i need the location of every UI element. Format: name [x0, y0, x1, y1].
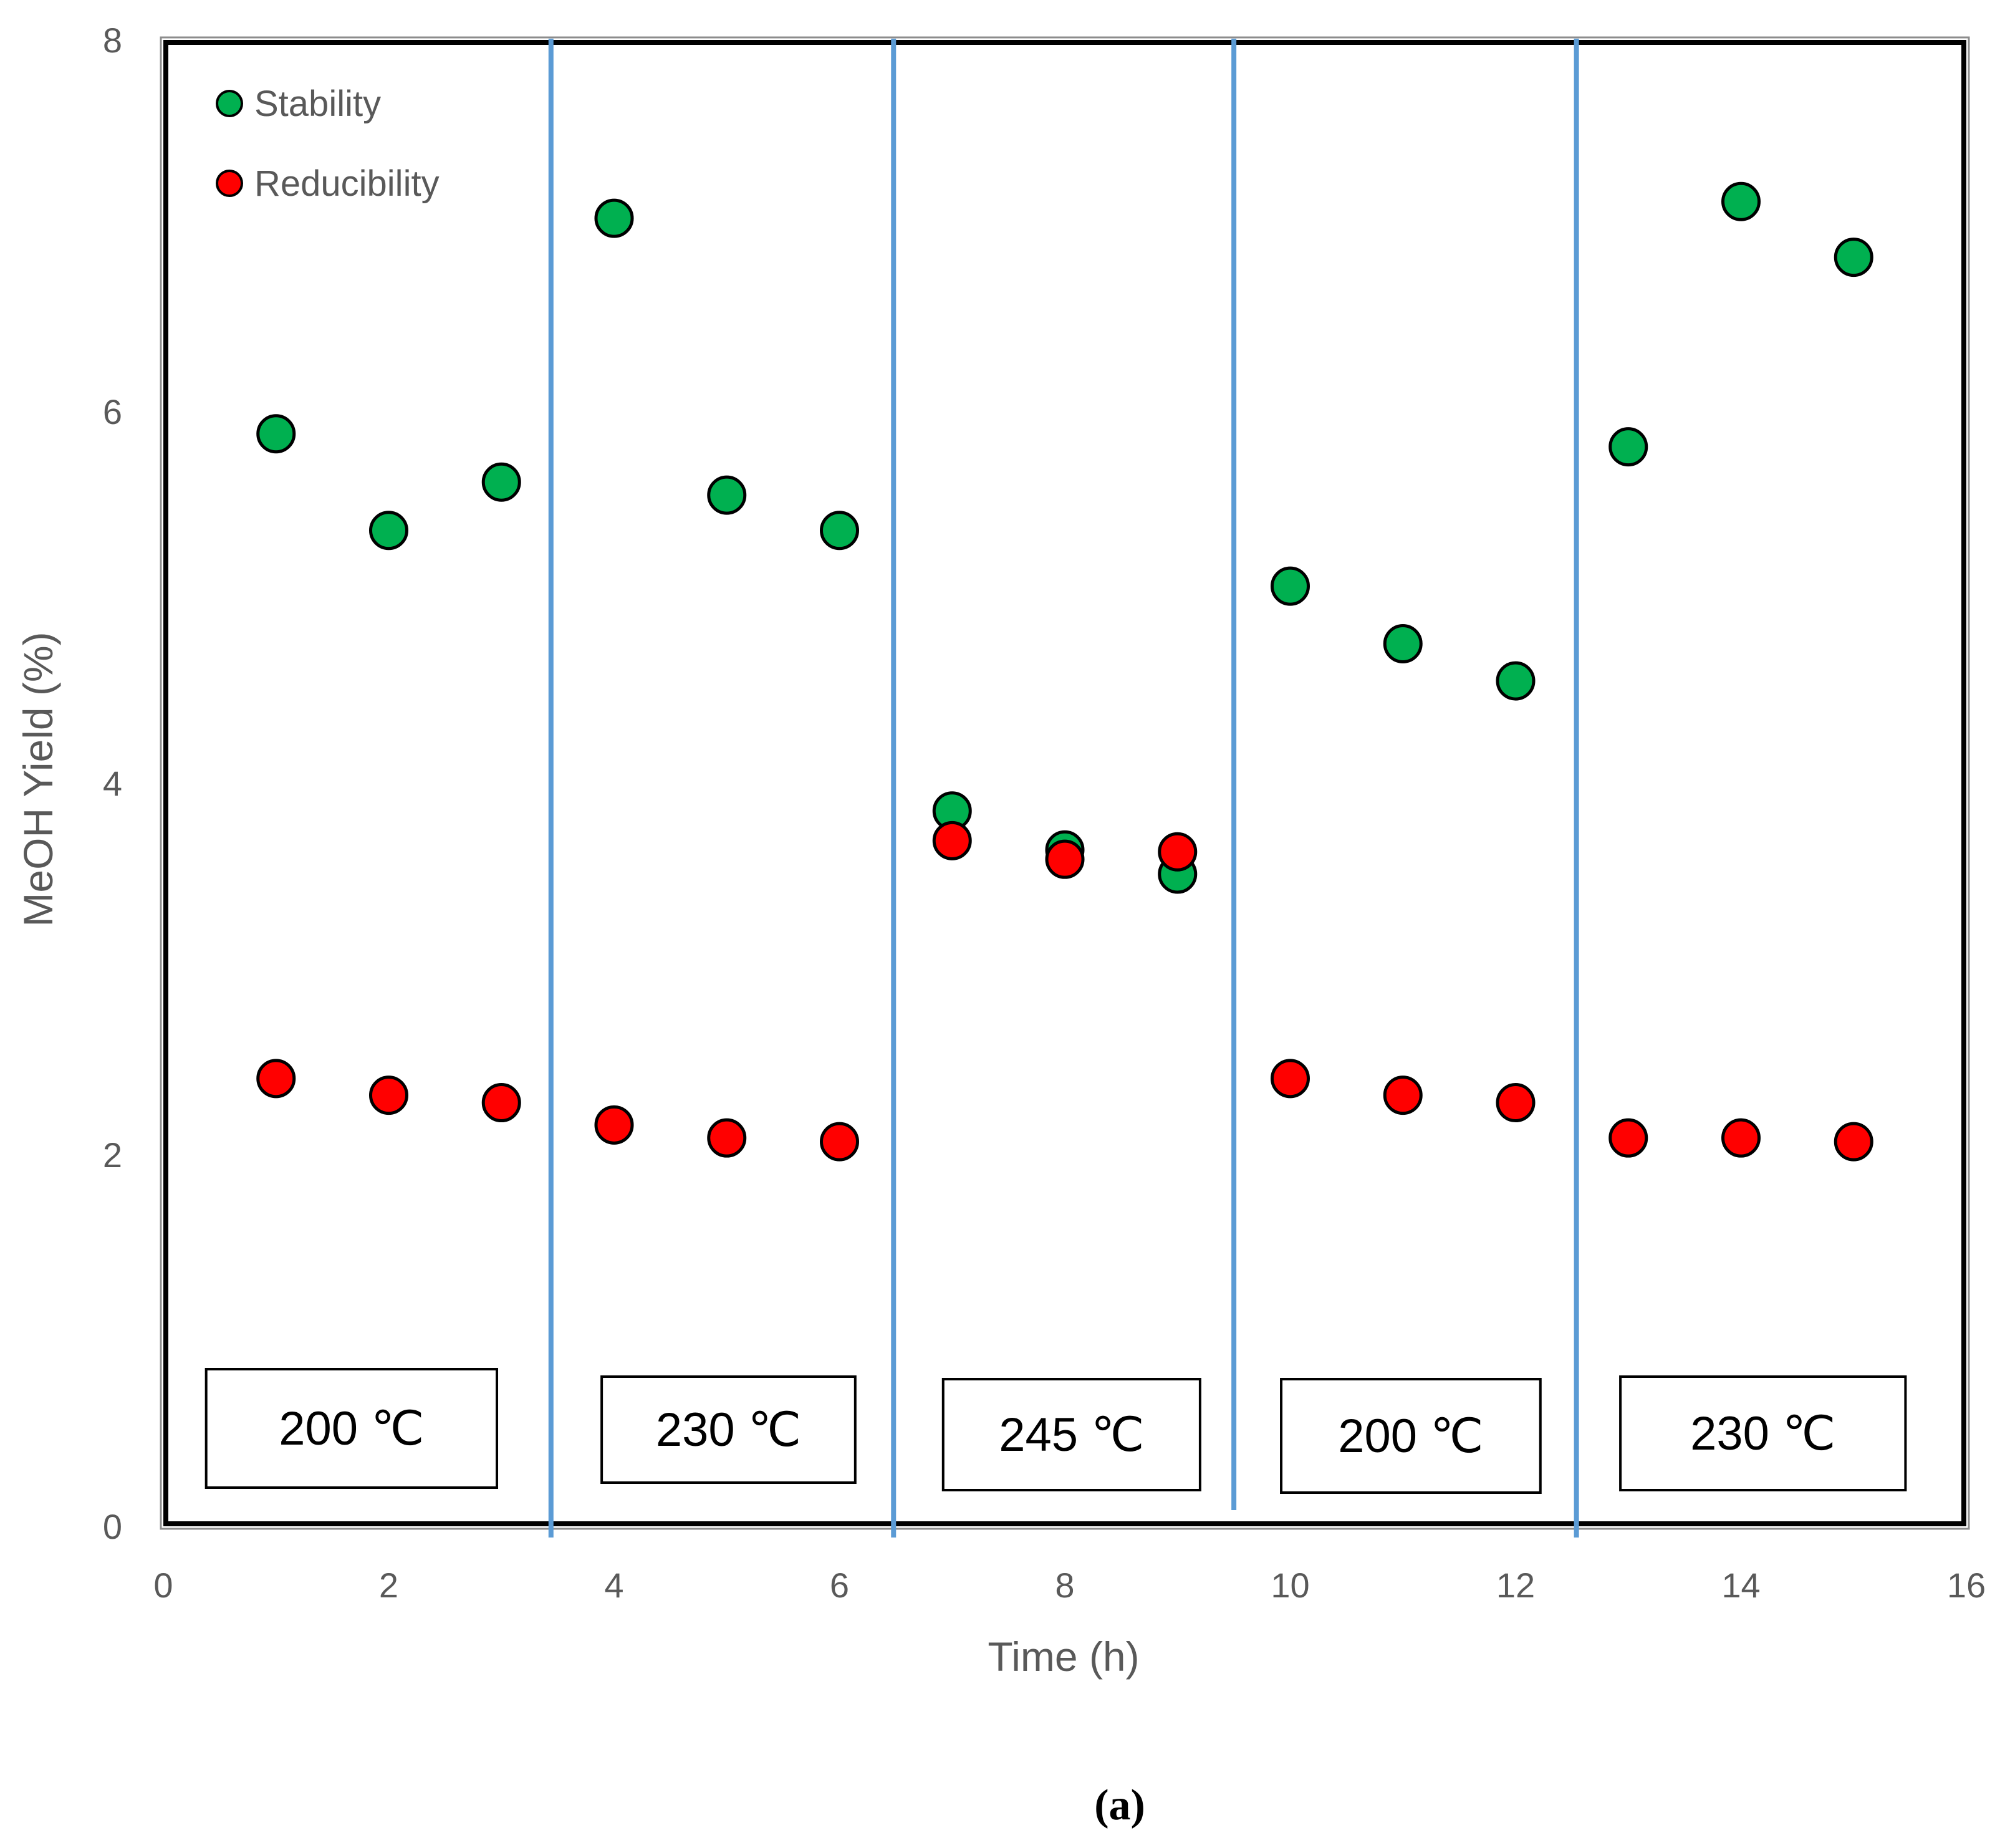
y-tick-label: 2	[103, 1135, 122, 1175]
x-axis-title: Time (h)	[988, 1634, 1139, 1680]
temperature-box	[1619, 1375, 1907, 1491]
reducibility-point	[1721, 1118, 1761, 1158]
stability-point	[1271, 566, 1310, 606]
reducibility-point	[820, 1122, 859, 1162]
stability-point	[481, 462, 521, 502]
stability-point	[1721, 181, 1761, 221]
temperature-box	[941, 1378, 1201, 1491]
reducibility-point	[369, 1076, 408, 1115]
x-tick-label: 16	[1947, 1566, 1986, 1605]
temperature-label: 245 ℃	[999, 1408, 1144, 1461]
y-axis-ticks: 0 2 4 6 8	[103, 21, 122, 1546]
reducibility-point	[1834, 1122, 1873, 1162]
y-tick-label: 8	[103, 21, 122, 60]
x-tick-label: 10	[1271, 1566, 1309, 1605]
plot-frame	[160, 36, 1970, 1530]
y-tick-label: 0	[103, 1507, 122, 1546]
stability-point	[1834, 238, 1873, 277]
reducibility-point	[594, 1105, 634, 1145]
y-axis-title: MeOH Yield (%)	[15, 632, 61, 926]
reducibility-point	[1608, 1118, 1648, 1158]
plot-area-outer-border	[160, 36, 1970, 1530]
series-reducibility	[256, 821, 1873, 1162]
x-tick-label: 6	[830, 1566, 849, 1605]
temperature-dividers	[548, 39, 1579, 1538]
x-tick-label: 14	[1721, 1566, 1760, 1605]
temperature-label: 200 ℃	[1338, 1410, 1483, 1463]
legend-label-stability: Stability	[254, 84, 381, 124]
reducibility-point	[1496, 1083, 1536, 1123]
stability-point	[256, 414, 296, 454]
x-tick-label: 12	[1496, 1566, 1535, 1605]
x-tick-label: 2	[379, 1566, 398, 1605]
reducibility-point	[1158, 832, 1198, 872]
y-tick-label: 4	[103, 764, 122, 803]
x-tick-label: 4	[604, 1566, 623, 1605]
x-axis-ticks: 0 2 4 6 8 10 12 14 16	[153, 1566, 1986, 1605]
stability-point	[707, 475, 747, 515]
stability-point	[1383, 624, 1423, 663]
stability-point	[1496, 661, 1536, 701]
stability-point	[369, 511, 408, 551]
reducibility-point	[1383, 1076, 1423, 1115]
reducibility-point	[1271, 1059, 1310, 1099]
temperature-segment-boxes: 200 ℃ 230 ℃ 245 ℃ 200 ℃ 230 ℃	[204, 1368, 1907, 1494]
legend: Stability Reducibility	[216, 84, 440, 204]
plot-area-border	[163, 40, 1966, 1526]
temperature-label: 200 ℃	[279, 1402, 424, 1455]
temperature-box	[1280, 1378, 1542, 1494]
reducibility-point	[481, 1083, 521, 1123]
x-tick-label: 0	[153, 1566, 173, 1605]
temperature-label: 230 ℃	[1690, 1407, 1835, 1460]
y-tick-label: 6	[103, 392, 122, 431]
reducibility-point	[707, 1118, 747, 1158]
figure-caption: (a)	[1094, 1781, 1145, 1829]
series-stability	[256, 181, 1873, 894]
data-points	[256, 181, 1873, 1162]
x-tick-label: 8	[1055, 1566, 1074, 1605]
stability-point	[1608, 427, 1648, 467]
legend-marker-reducibility	[216, 170, 243, 197]
legend-label-reducibility: Reducibility	[254, 163, 440, 204]
temperature-box	[600, 1375, 857, 1484]
legend-marker-stability	[216, 90, 243, 117]
stability-point	[820, 511, 859, 551]
reducibility-point	[256, 1059, 296, 1099]
stability-point	[594, 198, 634, 238]
reducibility-point	[932, 821, 972, 860]
temperature-label: 230 ℃	[656, 1403, 801, 1456]
temperature-box	[204, 1368, 499, 1489]
reducibility-point	[1045, 839, 1085, 879]
